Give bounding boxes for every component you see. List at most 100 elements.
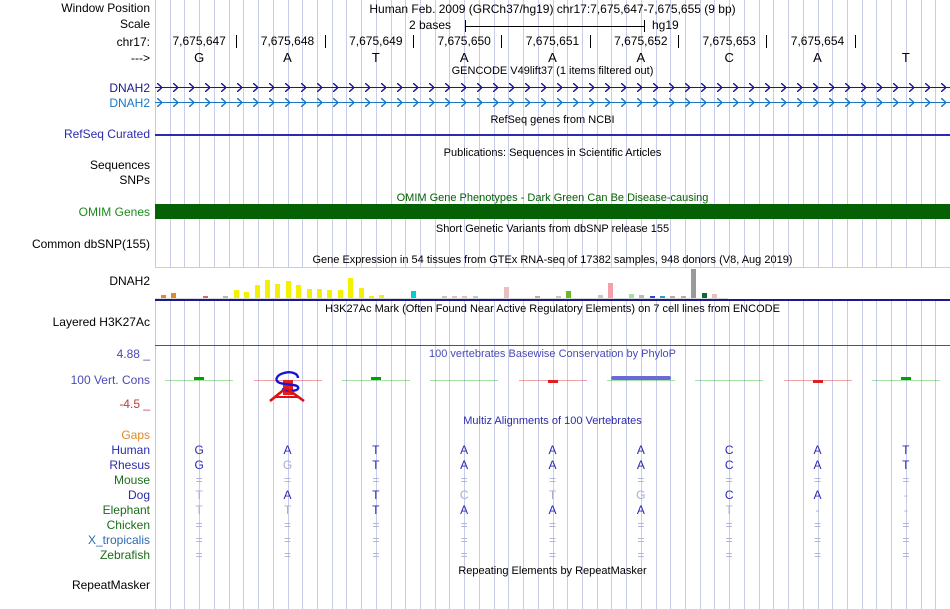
alignment-base: =	[283, 473, 291, 487]
gtex-tissue-bar[interactable]	[670, 296, 675, 298]
gtex-tissue-bar[interactable]	[359, 288, 364, 298]
gtex-tissue-bar[interactable]	[255, 285, 260, 298]
gtex-tissue-bar[interactable]	[442, 296, 447, 298]
strand-arrow-icon	[461, 98, 466, 107]
species-label-zebrafish[interactable]: Zebrafish	[99, 548, 150, 562]
refseq-curated-feature[interactable]	[155, 134, 950, 136]
strand-arrow-icon	[381, 83, 386, 92]
phylop-base-span	[165, 380, 234, 381]
phylop-base-span	[606, 380, 675, 381]
phylop-positive-bar[interactable]	[900, 377, 911, 380]
gtex-tissue-bar[interactable]	[161, 295, 166, 298]
gtex-tissue-bar[interactable]	[691, 269, 696, 298]
strand-arrow-icon	[669, 83, 674, 92]
gencode-transcript-row-1[interactable]	[155, 82, 950, 93]
gtex-tissue-bar[interactable]	[338, 290, 343, 298]
species-label-x_tropicalis[interactable]: X_tropicalis	[87, 533, 150, 547]
strand-arrow-icon	[445, 83, 450, 92]
gtex-tissue-bar[interactable]	[203, 296, 208, 298]
common-dbsnp-label[interactable]: Common dbSNP(155)	[31, 237, 150, 251]
strand-arrow-icon	[797, 83, 802, 92]
gtex-tissue-bar[interactable]	[379, 295, 384, 298]
gtex-tissue-bar[interactable]	[660, 296, 665, 298]
gtex-tissue-bar[interactable]	[244, 292, 249, 298]
gtex-tissue-bar[interactable]	[629, 294, 634, 298]
omim-genes-label[interactable]: OMIM Genes	[78, 205, 150, 219]
gtex-tissue-bar[interactable]	[598, 295, 603, 298]
publications-center-title: Publications: Sequences in Scientific Ar…	[443, 147, 662, 159]
gtex-tissue-bar[interactable]	[223, 296, 228, 298]
gtex-gene-label[interactable]: DNAH2	[109, 274, 150, 288]
alignment-base: =	[813, 548, 821, 562]
species-label-chicken[interactable]: Chicken	[106, 518, 150, 532]
strand-arrow-icon	[781, 83, 786, 92]
species-label-elephant[interactable]: Elephant	[102, 503, 150, 517]
gtex-tissue-bar[interactable]	[411, 291, 416, 298]
species-label-human[interactable]: Human	[111, 443, 150, 457]
gtex-tissue-bar[interactable]	[473, 296, 478, 298]
phylop-conservation-plot[interactable]	[155, 358, 950, 406]
gtex-tissue-bar[interactable]	[608, 283, 613, 298]
strand-arrow-icon	[765, 98, 770, 107]
publications-snps-label[interactable]: SNPs	[119, 173, 150, 187]
gtex-tissue-bar[interactable]	[348, 278, 353, 298]
phylop-negative-bar[interactable]	[282, 380, 293, 395]
gtex-tissue-bar[interactable]	[234, 290, 239, 298]
strand-arrow-icon	[349, 98, 354, 107]
strand-arrow-icon	[829, 83, 834, 92]
gtex-tissue-bar[interactable]	[639, 295, 644, 298]
omim-gene-feature[interactable]	[155, 204, 950, 219]
reference-base: G	[194, 50, 205, 65]
strand-arrow-icon	[333, 83, 338, 92]
gtex-expression-barchart[interactable]	[155, 267, 950, 301]
phylop-base-span	[341, 380, 410, 381]
phylop-positive-bar[interactable]	[370, 377, 381, 380]
chrom-label: chr17:	[116, 35, 150, 49]
alignment-base: A	[460, 458, 469, 472]
gtex-tissue-bar[interactable]	[275, 284, 280, 298]
gtex-tissue-bar[interactable]	[566, 291, 571, 298]
gtex-tissue-bar[interactable]	[702, 293, 707, 298]
gencode-row2-label[interactable]: DNAH2	[109, 96, 150, 110]
gtex-tissue-bar[interactable]	[327, 290, 332, 298]
gtex-tissue-bar[interactable]	[307, 289, 312, 298]
conservation-track-label[interactable]: 100 Vert. Cons	[70, 373, 150, 387]
strand-arrow-icon	[253, 83, 258, 92]
phylop-negative-bar[interactable]	[812, 380, 823, 383]
strand-arrow-icon	[189, 83, 194, 92]
gtex-tissue-bar[interactable]	[452, 296, 457, 298]
strand-arrow-icon	[349, 83, 354, 92]
species-label-dog[interactable]: Dog	[127, 488, 150, 502]
gtex-tissue-bar[interactable]	[171, 293, 176, 298]
strand-arrow-icon	[701, 83, 706, 92]
alignment-base: T	[372, 458, 380, 472]
phylop-positive-block[interactable]	[610, 376, 671, 380]
gtex-tissue-bar[interactable]	[556, 296, 561, 298]
gtex-tissue-bar[interactable]	[681, 296, 686, 298]
gtex-tissue-bar[interactable]	[462, 296, 467, 298]
alignment-base: A	[283, 443, 292, 457]
alignment-base: =	[637, 473, 645, 487]
gencode-transcript-row-2[interactable]	[155, 97, 950, 108]
refseq-curated-label[interactable]: RefSeq Curated	[63, 127, 150, 141]
gtex-tissue-bar[interactable]	[286, 281, 291, 298]
gtex-tissue-bar[interactable]	[317, 289, 322, 298]
phylop-negative-bar[interactable]	[547, 380, 558, 383]
phylop-highlight-glyph[interactable]	[264, 368, 312, 403]
layered-h3k27ac-label[interactable]: Layered H3K27Ac	[52, 315, 150, 329]
gtex-tissue-bar[interactable]	[650, 296, 655, 298]
species-label-mouse[interactable]: Mouse	[113, 473, 150, 487]
phylop-positive-bar[interactable]	[194, 377, 205, 380]
gtex-tissue-bar[interactable]	[265, 280, 270, 298]
publications-sequences-label[interactable]: Sequences	[89, 158, 150, 172]
gtex-tissue-bar[interactable]	[296, 285, 301, 298]
gtex-tissue-bar[interactable]	[712, 294, 717, 298]
gtex-tissue-bar[interactable]	[504, 287, 509, 298]
gtex-tissue-bar[interactable]	[535, 296, 540, 298]
repeatmasker-label[interactable]: RepeatMasker	[71, 578, 150, 592]
species-label-rhesus[interactable]: Rhesus	[109, 458, 150, 472]
gtex-tissue-bar[interactable]	[369, 296, 374, 298]
gencode-row1-label[interactable]: DNAH2	[109, 81, 150, 95]
alignment-base: A	[636, 503, 645, 517]
gaps-label[interactable]: Gaps	[121, 428, 150, 442]
